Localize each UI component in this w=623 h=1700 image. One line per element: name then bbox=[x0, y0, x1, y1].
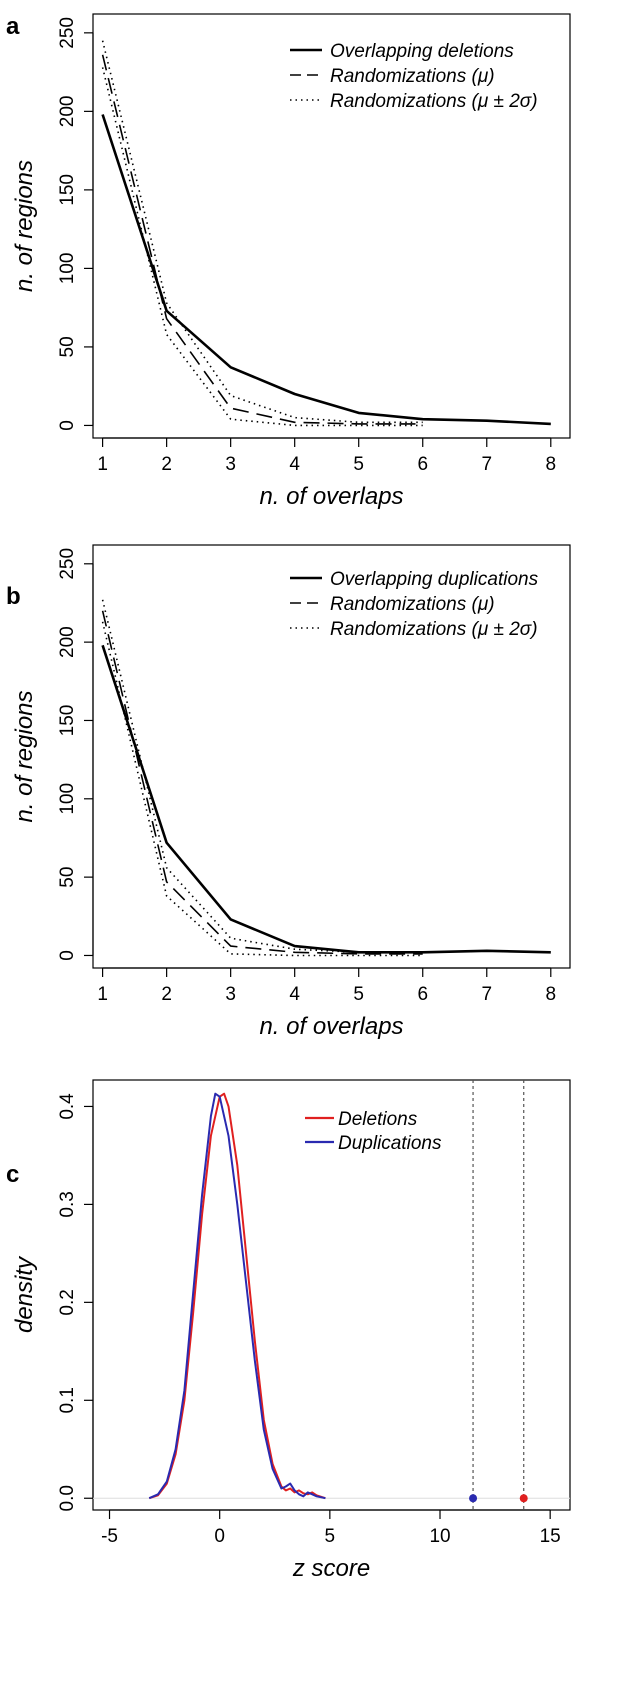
legend-label: Randomizations (μ) bbox=[330, 594, 495, 615]
legend-label: Overlapping duplications bbox=[330, 569, 539, 590]
y-tick-label: 0 bbox=[57, 950, 78, 961]
series-line bbox=[101, 114, 551, 426]
y-tick-label: 0.3 bbox=[57, 1191, 78, 1217]
x-tick-label: 4 bbox=[289, 984, 300, 1005]
y-tick-label: 150 bbox=[57, 705, 78, 737]
panel-a-letter: a bbox=[6, 13, 20, 40]
x-tick-label: 7 bbox=[481, 454, 492, 475]
legend-label: Randomizations (μ ± 2σ) bbox=[330, 619, 538, 640]
x-tick-label: 1 bbox=[97, 984, 108, 1005]
x-tick-label: 5 bbox=[353, 984, 364, 1005]
legend-label: Randomizations (μ) bbox=[330, 66, 495, 87]
panel-a-chart: 1 2 3 4 5 6 7 8 0 50 100 150 200 250 n. of overlaps n. … bbox=[11, 13, 571, 510]
x-tick-label: 8 bbox=[546, 984, 557, 1005]
y-tick-label: 150 bbox=[57, 174, 78, 206]
y-axis-title: n. of regions bbox=[11, 690, 38, 822]
y-tick-label: 50 bbox=[57, 336, 78, 357]
x-tick-label: 3 bbox=[225, 454, 236, 475]
y-tick-label: 0.4 bbox=[57, 1093, 78, 1120]
x-tick-label: 0 bbox=[214, 1526, 225, 1547]
y-axis-title: density bbox=[11, 1255, 38, 1333]
legend-label: Randomizations (μ ± 2σ) bbox=[330, 91, 538, 112]
x-tick-label: 2 bbox=[161, 454, 172, 475]
x-axis-title: n. of overlaps bbox=[259, 1013, 403, 1040]
y-tick-label: 50 bbox=[57, 867, 78, 888]
x-tick-label: 7 bbox=[481, 984, 492, 1005]
z-score-point bbox=[519, 1494, 528, 1503]
legend-label: Overlapping deletions bbox=[330, 41, 514, 62]
x-tick-label: -5 bbox=[101, 1526, 118, 1547]
series-line bbox=[148, 1092, 326, 1500]
x-tick-label: 10 bbox=[429, 1526, 450, 1547]
y-tick-label: 200 bbox=[57, 96, 78, 128]
x-tick-label: 1 bbox=[97, 454, 108, 475]
y-tick-label: 0.2 bbox=[57, 1289, 78, 1315]
z-score-point bbox=[469, 1494, 478, 1503]
y-tick-label: 0 bbox=[57, 420, 78, 431]
panel-c-letter: c bbox=[6, 1161, 19, 1188]
x-tick-label: 8 bbox=[546, 454, 557, 475]
panel-c-chart: -5 0 5 10 15 0.0 0.1 0.2 0.3 0.4 z score density Del… bbox=[11, 1079, 571, 1582]
x-tick-label: 3 bbox=[225, 984, 236, 1005]
series-line bbox=[101, 644, 551, 954]
series-line bbox=[101, 621, 423, 957]
x-tick-label: 6 bbox=[417, 454, 428, 475]
y-tick-label: 0.0 bbox=[57, 1485, 78, 1511]
y-tick-label: 100 bbox=[57, 783, 78, 815]
x-tick-label: 6 bbox=[417, 984, 428, 1005]
y-tick-label: 250 bbox=[57, 17, 78, 49]
x-tick-label: 5 bbox=[353, 454, 364, 475]
y-tick-label: 250 bbox=[57, 548, 78, 580]
series-line bbox=[101, 54, 423, 425]
y-tick-label: 100 bbox=[57, 253, 78, 285]
x-tick-label: 2 bbox=[161, 984, 172, 1005]
y-tick-label: 0.1 bbox=[57, 1387, 78, 1413]
series-line bbox=[148, 1092, 326, 1500]
series-line bbox=[101, 67, 423, 427]
x-tick-label: 5 bbox=[325, 1526, 336, 1547]
y-axis-title: n. of regions bbox=[11, 160, 38, 292]
series-line bbox=[101, 610, 423, 955]
y-tick-label: 200 bbox=[57, 626, 78, 658]
x-axis-title: n. of overlaps bbox=[259, 483, 403, 510]
legend-label: Deletions bbox=[338, 1109, 418, 1130]
x-tick-label: 4 bbox=[289, 454, 300, 475]
legend-label: Duplications bbox=[338, 1133, 442, 1154]
x-tick-label: 15 bbox=[540, 1526, 561, 1547]
panel-b-chart: 1 2 3 4 5 6 7 8 0 50 100 150 200 250 n. of overlaps n. … bbox=[11, 544, 571, 1040]
panel-b-letter: b bbox=[6, 583, 21, 610]
x-axis-title: z score bbox=[292, 1555, 370, 1582]
